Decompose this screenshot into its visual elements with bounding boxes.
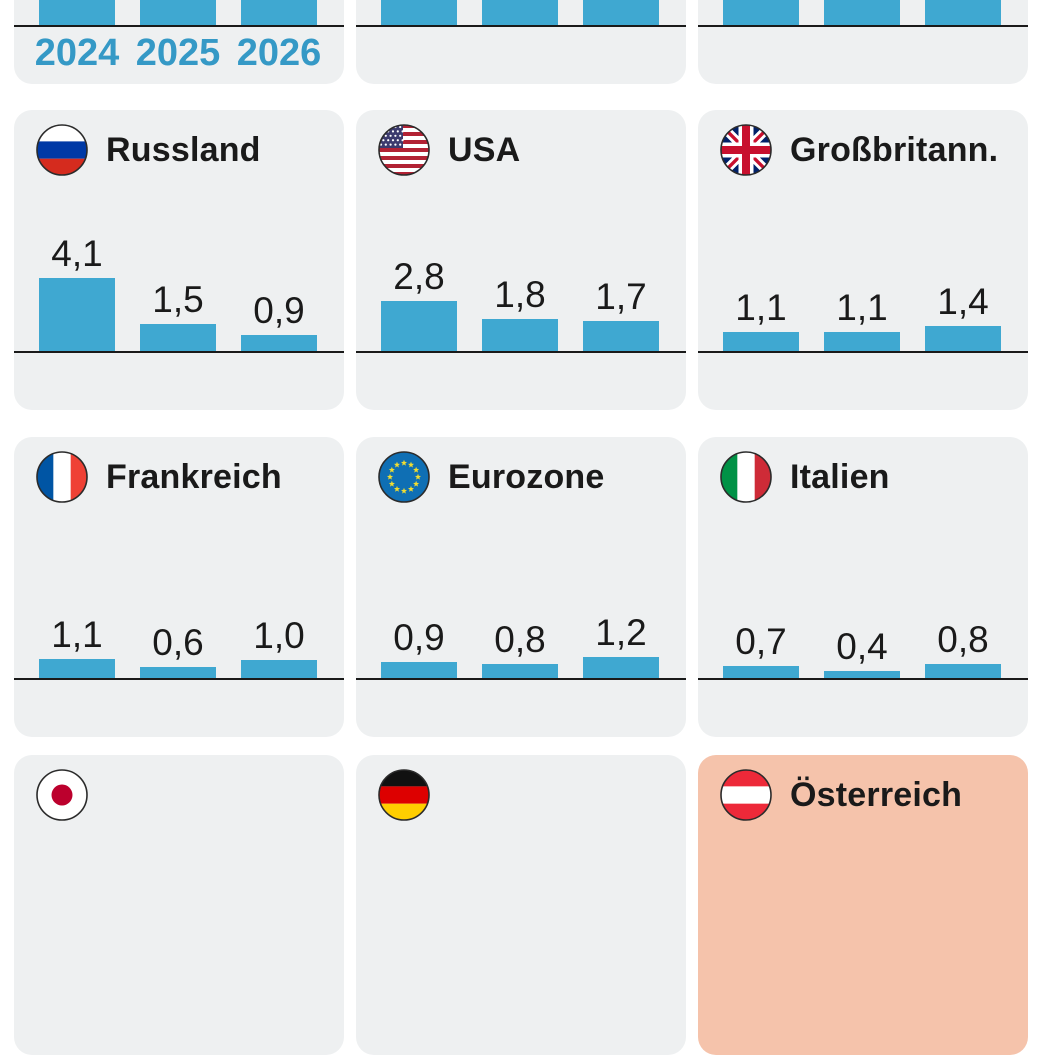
bar-2026: [925, 0, 1001, 25]
bar-value-label: 0,9: [393, 617, 445, 658]
year-label: 2024: [34, 32, 120, 74]
bar-2024: [723, 666, 799, 678]
bar-value-label: 0,4: [836, 626, 888, 667]
panel-top-middle-partial: [356, 0, 686, 84]
bar-2025: [140, 667, 216, 678]
panel-title: Großbritann.: [790, 131, 999, 169]
bar-2024: [723, 332, 799, 351]
usa-flag-icon: [378, 124, 430, 176]
bar-value-label: 2,8: [393, 256, 445, 297]
chart-baseline: [698, 25, 1028, 27]
bar-value-label: 0,8: [494, 619, 546, 660]
bar-2024: [723, 0, 799, 25]
chart-baseline: [698, 678, 1028, 680]
bar-2026: [925, 664, 1001, 678]
country-panel-eurozone: Eurozone 0,9 0,8 1,2: [356, 437, 686, 737]
bar-2026: [583, 0, 659, 25]
year-legend: 2024 2025 2026: [14, 34, 344, 78]
bar-2025: [824, 671, 900, 678]
chart-baseline: [14, 678, 344, 680]
bar-value-label: 1,5: [152, 279, 204, 320]
bar-value-label: 0,9: [253, 290, 305, 331]
bar-2025: [140, 0, 216, 25]
bar-value-label: 1,1: [735, 287, 787, 328]
bar-2024: [381, 662, 457, 678]
bar-2026: [583, 657, 659, 678]
country-panel-grossbritann: Großbritann. 1,1 1,1 1,4: [698, 110, 1028, 410]
panel-top-right-partial: [698, 0, 1028, 84]
bar-2025: [482, 664, 558, 678]
bar-value-label: 1,1: [836, 287, 888, 328]
bar-2026: [241, 0, 317, 25]
panel-bottom-middle-partial: [356, 755, 686, 1055]
bar-value-label: 1,7: [595, 276, 647, 317]
bar-2024: [39, 659, 115, 678]
panel-title: Eurozone: [448, 458, 605, 496]
uk-flag-icon: [720, 124, 772, 176]
bar-2024: [39, 0, 115, 25]
growth-forecast-infographic: 2024 2025 2026 Russland 4,1 1,5 0,9 USA 2,8 1,8 1,…: [14, 0, 1028, 1055]
bar-2024: [39, 278, 115, 351]
japan-flag-icon: [36, 769, 88, 821]
bar-value-label: 1,8: [494, 274, 546, 315]
panel-bottom-left-partial: [14, 755, 344, 1055]
country-panel-oesterreich-partial: Österreich: [698, 755, 1028, 1055]
bar-value-label: 1,2: [595, 612, 647, 653]
panel-top-left-partial: 2024 2025 2026: [14, 0, 344, 84]
country-panel-russland: Russland 4,1 1,5 0,9: [14, 110, 344, 410]
russia-flag-icon: [36, 124, 88, 176]
chart-baseline: [698, 351, 1028, 353]
year-label: 2026: [236, 32, 322, 74]
bar-2024: [381, 0, 457, 25]
bar-2026: [925, 326, 1001, 351]
bar-value-label: 4,1: [51, 233, 103, 274]
bar-2025: [824, 332, 900, 351]
germany-flag-icon: [378, 769, 430, 821]
panel-title: Italien: [790, 458, 890, 496]
panel-title: Russland: [106, 131, 261, 169]
country-panel-frankreich: Frankreich 1,1 0,6 1,0: [14, 437, 344, 737]
italy-flag-icon: [720, 451, 772, 503]
bar-2025: [824, 0, 900, 25]
chart-baseline: [356, 25, 686, 27]
panel-title: Österreich: [790, 776, 963, 814]
eu-flag-icon: [378, 451, 430, 503]
chart-baseline: [356, 678, 686, 680]
year-label: 2025: [135, 32, 221, 74]
bar-2025: [140, 324, 216, 351]
country-panel-usa: USA 2,8 1,8 1,7: [356, 110, 686, 410]
panel-title: Frankreich: [106, 458, 282, 496]
panel-title: USA: [448, 131, 521, 169]
bar-2025: [482, 319, 558, 351]
bar-value-label: 0,7: [735, 621, 787, 662]
chart-baseline: [14, 351, 344, 353]
france-flag-icon: [36, 451, 88, 503]
country-panel-italien: Italien 0,7 0,4 0,8: [698, 437, 1028, 737]
bar-2025: [482, 0, 558, 25]
chart-baseline: [356, 351, 686, 353]
bar-2026: [241, 660, 317, 678]
bar-2026: [241, 335, 317, 351]
chart-baseline: [14, 25, 344, 27]
bar-value-label: 0,6: [152, 622, 204, 663]
bar-2026: [583, 321, 659, 351]
bar-value-label: 0,8: [937, 619, 989, 660]
bar-value-label: 1,4: [937, 281, 989, 322]
bar-2024: [381, 301, 457, 351]
bar-value-label: 1,0: [253, 615, 305, 656]
bar-value-label: 1,1: [51, 614, 103, 655]
austria-flag-icon: [720, 769, 772, 821]
